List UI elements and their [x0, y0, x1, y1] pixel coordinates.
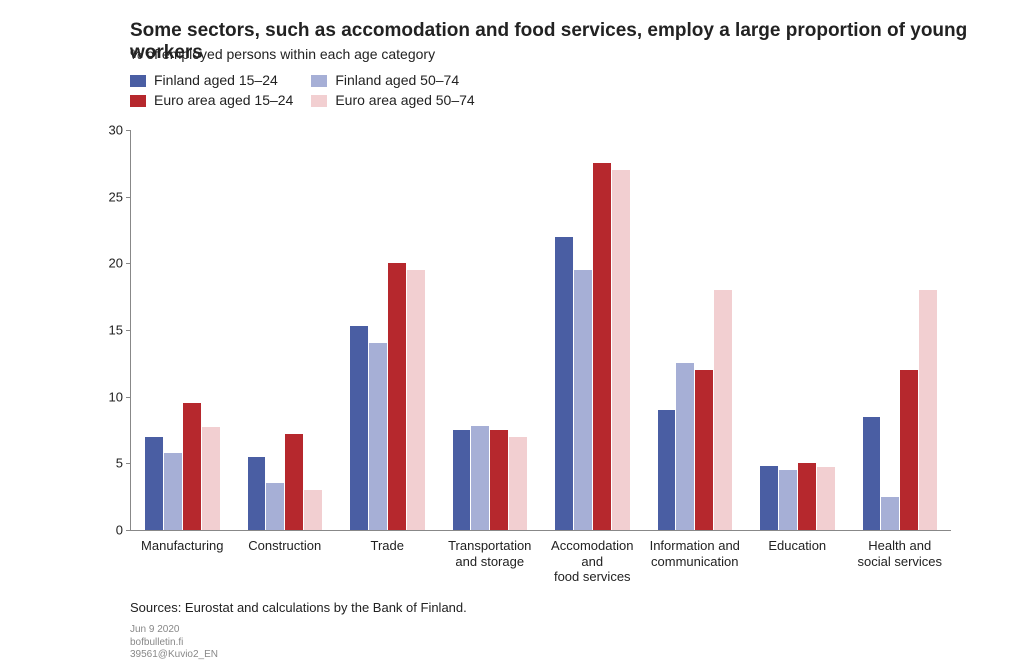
x-axis-label: Transportation and storage	[440, 538, 540, 569]
legend-table: Finland aged 15–24 Finland aged 50–74 Eu…	[130, 72, 493, 112]
bar	[248, 457, 266, 530]
sources-text: Sources: Eurostat and calculations by th…	[130, 600, 467, 615]
bar	[304, 490, 322, 530]
bar	[760, 466, 778, 530]
bar	[695, 370, 713, 530]
y-tick	[126, 530, 131, 531]
footer-line: bofbulletin.fi	[130, 637, 218, 650]
y-tick	[126, 130, 131, 131]
bar	[817, 467, 835, 530]
legend: Finland aged 15–24 Finland aged 50–74 Eu…	[130, 72, 493, 112]
x-axis-label: Health and social services	[850, 538, 950, 569]
bar	[145, 437, 163, 530]
footer-meta: Jun 9 2020 bofbulletin.fi 39561@Kuvio2_E…	[130, 624, 218, 662]
legend-swatch	[311, 95, 327, 107]
bar	[164, 453, 182, 530]
legend-label: Euro area aged 15–24	[154, 92, 293, 108]
bar	[471, 426, 489, 530]
bar	[574, 270, 592, 530]
y-axis-label: 0	[116, 523, 123, 538]
bar	[863, 417, 881, 530]
x-axis-label: Construction	[235, 538, 335, 554]
chart-subtitle: % of employed persons within each age ca…	[130, 46, 435, 62]
x-axis-label: Education	[747, 538, 847, 554]
bar	[658, 410, 676, 530]
footer-line: Jun 9 2020	[130, 624, 218, 637]
bar	[900, 370, 918, 530]
bar	[676, 363, 694, 530]
bar	[407, 270, 425, 530]
bar	[369, 343, 387, 530]
x-axis-label: Accomodation and food services	[542, 538, 642, 585]
y-axis-label: 25	[109, 189, 123, 204]
bar	[798, 463, 816, 530]
bar	[285, 434, 303, 530]
bar	[881, 497, 899, 530]
bar	[509, 437, 527, 530]
bar	[714, 290, 732, 530]
y-axis-label: 15	[109, 323, 123, 338]
y-tick	[126, 463, 131, 464]
legend-label: Finland aged 15–24	[154, 72, 278, 88]
x-axis-label: Information and communication	[645, 538, 745, 569]
y-tick	[126, 330, 131, 331]
bar	[183, 403, 201, 530]
bar	[388, 263, 406, 530]
legend-swatch	[130, 95, 146, 107]
bar	[453, 430, 471, 530]
bar	[555, 237, 573, 530]
y-axis-label: 20	[109, 256, 123, 271]
bar	[779, 470, 797, 530]
plot-area: 051015202530ManufacturingConstructionTra…	[130, 130, 951, 531]
bar	[490, 430, 508, 530]
y-axis-label: 30	[109, 123, 123, 138]
x-axis-label: Manufacturing	[132, 538, 232, 554]
y-tick	[126, 397, 131, 398]
bar	[202, 427, 220, 530]
y-axis-label: 10	[109, 389, 123, 404]
figure: Some sectors, such as accomodation and f…	[0, 0, 1012, 660]
bar	[593, 163, 611, 530]
y-tick	[126, 263, 131, 264]
x-axis-label: Trade	[337, 538, 437, 554]
bar	[266, 483, 284, 530]
bar	[612, 170, 630, 530]
legend-label: Finland aged 50–74	[335, 72, 459, 88]
bar	[919, 290, 937, 530]
legend-label: Euro area aged 50–74	[335, 92, 474, 108]
y-axis-label: 5	[116, 456, 123, 471]
legend-swatch	[311, 75, 327, 87]
y-tick	[126, 197, 131, 198]
legend-swatch	[130, 75, 146, 87]
bar	[350, 326, 368, 530]
